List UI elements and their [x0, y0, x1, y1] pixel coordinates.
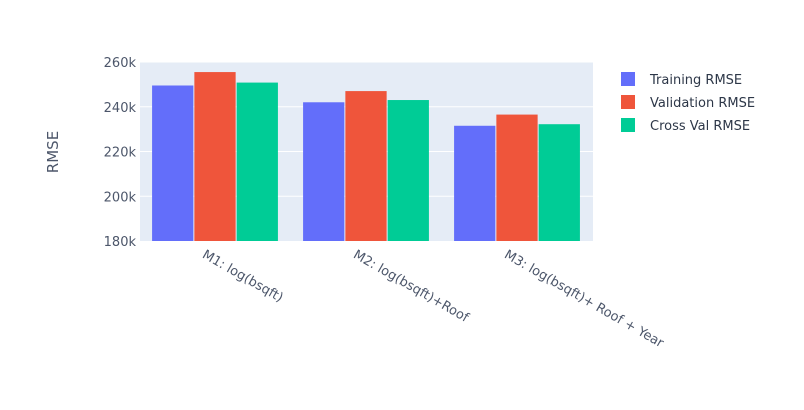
legend-swatch[interactable] — [621, 118, 635, 132]
bar-training-rmse-3[interactable] — [454, 125, 496, 241]
bars — [152, 72, 580, 242]
x-tick-label: M3: log(bsqft)+ Roof + Year — [502, 247, 667, 351]
y-axis-ticks: 180k 200k 220k 240k 260k — [104, 56, 137, 250]
x-axis-ticks: M1: log(bsqft) M2: log(bsqft)+Roof M3: log… — [200, 247, 667, 351]
bar-validation-rmse-1[interactable] — [194, 72, 236, 241]
bar-training-rmse-2[interactable] — [303, 102, 345, 242]
y-tick-label: 260k — [104, 56, 137, 71]
legend-label[interactable]: Training RMSE — [649, 73, 742, 88]
legend-label[interactable]: Validation RMSE — [650, 96, 755, 111]
bar-validation-rmse-3[interactable] — [496, 114, 538, 241]
bar-cross-val-rmse-2[interactable] — [387, 100, 429, 241]
x-tick-label: M1: log(bsqft) — [200, 247, 286, 305]
y-axis-title: RMSE — [44, 131, 62, 173]
y-tick-label: 240k — [104, 101, 137, 116]
bar-validation-rmse-2[interactable] — [345, 91, 387, 242]
y-tick-label: 220k — [104, 146, 137, 161]
legend: Training RMSE Validation RMSE Cross Val RM… — [621, 72, 755, 134]
legend-label[interactable]: Cross Val RMSE — [650, 119, 750, 134]
legend-swatch[interactable] — [621, 72, 635, 86]
y-tick-label: 200k — [104, 190, 137, 205]
bar-cross-val-rmse-3[interactable] — [538, 124, 580, 241]
bar-training-rmse-1[interactable] — [152, 85, 194, 242]
bar-cross-val-rmse-1[interactable] — [236, 82, 278, 242]
x-tick-label: M2: log(bsqft)+Roof — [351, 247, 472, 325]
y-tick-label: 180k — [104, 235, 137, 250]
legend-swatch[interactable] — [621, 95, 635, 109]
